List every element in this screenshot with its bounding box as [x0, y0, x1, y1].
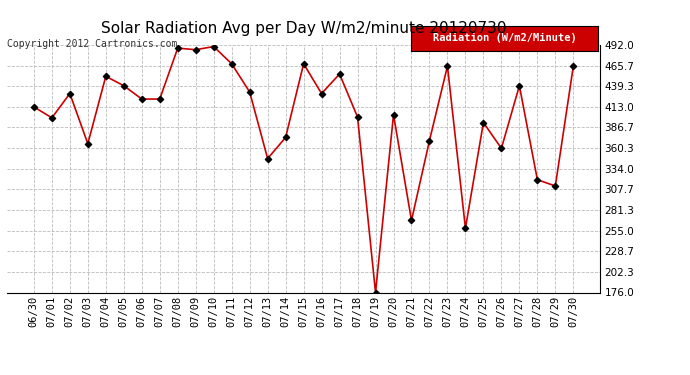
Point — [316, 90, 327, 96]
Point — [406, 217, 417, 223]
Point — [262, 156, 273, 162]
Point — [298, 61, 309, 67]
Point — [514, 83, 525, 89]
Point — [155, 96, 166, 102]
Point — [532, 177, 543, 183]
Point — [118, 83, 129, 89]
Point — [568, 63, 579, 69]
Point — [172, 45, 184, 51]
Text: Radiation (W/m2/Minute): Radiation (W/m2/Minute) — [433, 33, 576, 44]
Point — [388, 112, 399, 118]
Point — [280, 134, 291, 140]
Point — [28, 104, 39, 110]
Point — [46, 115, 57, 121]
Point — [334, 71, 345, 77]
Point — [226, 61, 237, 67]
Text: Copyright 2012 Cartronics.com: Copyright 2012 Cartronics.com — [7, 39, 177, 50]
Point — [82, 141, 93, 147]
Point — [244, 89, 255, 95]
Point — [442, 63, 453, 69]
Point — [208, 44, 219, 50]
Point — [460, 225, 471, 231]
Point — [190, 47, 201, 53]
Text: Solar Radiation Avg per Day W/m2/minute 20120730: Solar Radiation Avg per Day W/m2/minute … — [101, 21, 506, 36]
Point — [64, 90, 75, 96]
Point — [370, 290, 381, 296]
Point — [100, 74, 111, 80]
Point — [424, 138, 435, 144]
Point — [496, 146, 507, 152]
Point — [550, 183, 561, 189]
Point — [352, 114, 363, 120]
Point — [478, 120, 489, 126]
Point — [136, 96, 147, 102]
